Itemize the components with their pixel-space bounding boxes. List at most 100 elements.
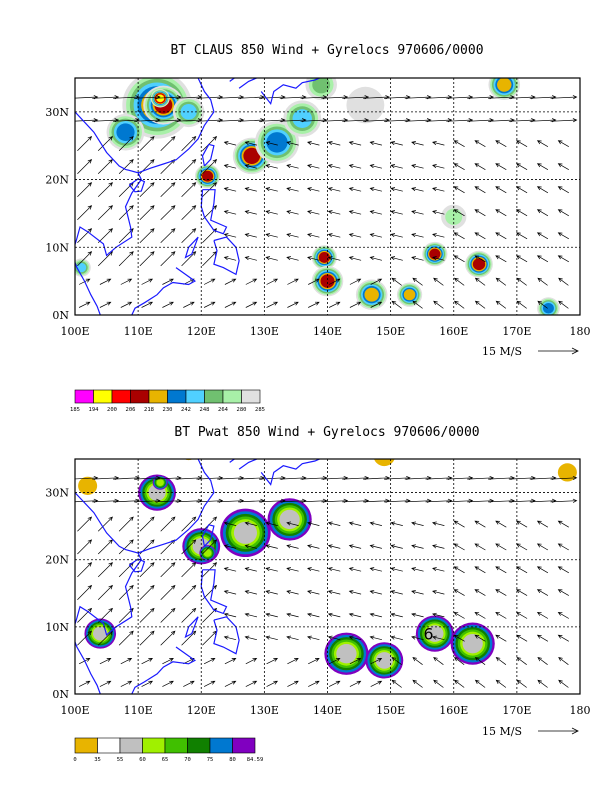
wind-vector xyxy=(223,187,237,192)
wind-vector xyxy=(77,182,93,198)
wind-vector xyxy=(162,680,174,687)
wind-vector xyxy=(287,301,299,308)
wind-vector xyxy=(265,544,278,549)
wind-vector xyxy=(433,679,444,688)
contour-band xyxy=(279,509,300,530)
wind-vector xyxy=(515,611,528,619)
wind-vector xyxy=(495,163,507,171)
wind-vector xyxy=(286,521,299,526)
wind-vector xyxy=(411,233,424,238)
wind-vector xyxy=(244,589,257,595)
wind-vector xyxy=(348,612,362,618)
wind-vector xyxy=(118,584,134,600)
wind-vector xyxy=(181,182,197,198)
colorbar-label: 55 xyxy=(117,757,124,763)
wind-vector xyxy=(390,141,403,146)
colorbar-label: 84.59 xyxy=(247,757,264,763)
wind-vector xyxy=(453,543,465,551)
wind-vector xyxy=(369,612,382,618)
wind-vector xyxy=(223,233,237,238)
claus-panel: BT CLAUS 850 Wind + Gyrelocs 970606/0000… xyxy=(45,43,590,413)
wind-vector xyxy=(97,228,113,244)
wind-vector xyxy=(411,521,424,526)
wind-vector xyxy=(411,635,424,641)
wind-vector xyxy=(307,544,320,549)
colorbar-label: 264 xyxy=(218,407,229,413)
wind-vector xyxy=(453,277,465,286)
colorbar-label: 80 xyxy=(229,757,236,763)
wind-vector xyxy=(369,187,382,192)
coastline-segment xyxy=(137,459,215,554)
wind-vector xyxy=(453,209,465,217)
wind-vector xyxy=(203,658,216,665)
wind-vector xyxy=(160,205,176,221)
x-tick-label: 170E xyxy=(502,704,531,717)
contour-band xyxy=(76,262,87,273)
wind-vector xyxy=(550,498,578,503)
wind-vector xyxy=(550,475,578,481)
wind-vector xyxy=(307,233,320,238)
contour-band xyxy=(93,626,108,641)
contour-cell xyxy=(152,475,168,490)
contour-cell xyxy=(365,642,404,679)
wind-vector xyxy=(139,607,155,623)
wind-vector xyxy=(432,256,445,261)
colorbar-swatch xyxy=(222,389,242,404)
x-tick-label: 160E xyxy=(439,325,468,338)
wind-vector xyxy=(307,256,320,261)
wind-vector xyxy=(369,544,382,549)
x-tick-label: 120E xyxy=(187,325,216,338)
wind-vector xyxy=(515,589,528,596)
colorbar-swatch xyxy=(164,737,188,754)
wind-vector xyxy=(223,589,237,595)
wind-vector xyxy=(97,159,113,175)
wind-vector xyxy=(97,584,113,600)
y-tick-labels: 0N 10N 20N 30N xyxy=(45,487,69,701)
wind-vector xyxy=(495,679,507,688)
wind-vector xyxy=(348,141,362,146)
wind-vector xyxy=(557,186,569,194)
wind-vector xyxy=(537,679,548,688)
coastline-segment xyxy=(229,459,236,463)
wind-vector xyxy=(369,210,382,215)
wind-vector xyxy=(411,164,424,169)
x-tick-label: 170E xyxy=(502,325,531,338)
wind-vector xyxy=(411,612,424,618)
wind-vector xyxy=(515,520,528,528)
wind-vector xyxy=(99,301,112,308)
contour-band xyxy=(462,633,483,654)
wind-vector xyxy=(265,141,278,146)
coastline-segment xyxy=(213,616,240,655)
wind-vector xyxy=(223,256,237,261)
colorbar-swatch xyxy=(241,389,261,404)
wind-vector xyxy=(118,539,134,555)
wind-vector xyxy=(391,277,402,286)
wind-vector xyxy=(223,210,237,215)
wind-vector xyxy=(390,164,403,169)
contour-band xyxy=(557,463,577,482)
wind-vector xyxy=(118,205,134,221)
wind-vector xyxy=(516,300,527,309)
wind-vector xyxy=(390,233,403,238)
contour-cell xyxy=(450,622,495,665)
colorbar-swatch xyxy=(204,389,224,404)
wind-vector xyxy=(181,251,197,267)
wind-vector xyxy=(244,141,257,146)
wind-vector xyxy=(77,159,93,175)
colorbar-swatch xyxy=(167,389,187,404)
wind-vector xyxy=(328,680,341,687)
contour-band xyxy=(426,625,444,642)
wind-vector xyxy=(432,210,445,215)
wind-vector xyxy=(245,680,258,687)
colorbar-label: 35 xyxy=(94,757,101,763)
wind-vector xyxy=(411,567,424,572)
wind-vector xyxy=(348,544,362,549)
wind-vector xyxy=(265,210,278,215)
wind-vector xyxy=(390,612,403,618)
wind-vector xyxy=(97,182,113,198)
wind-vector xyxy=(97,562,113,578)
wind-vector xyxy=(223,164,237,169)
wind-vector xyxy=(474,209,486,217)
wind-vector xyxy=(223,544,237,549)
wind-vector xyxy=(160,228,176,244)
